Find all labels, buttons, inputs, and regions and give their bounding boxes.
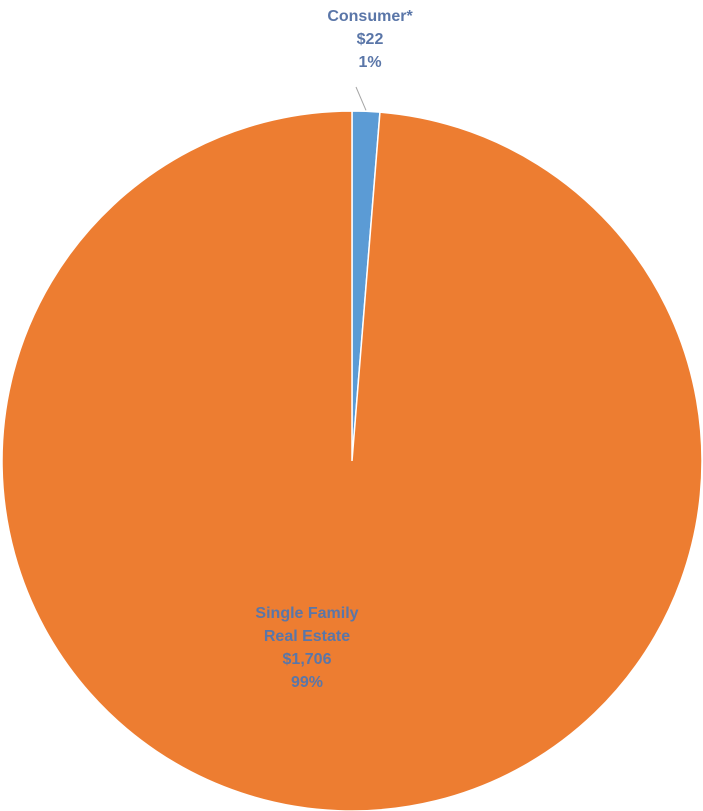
pie-slice-1 xyxy=(1,110,703,811)
slice-label-text: Consumer* xyxy=(327,8,413,25)
slice-percent-label: 99% xyxy=(291,674,323,691)
slice-label-0: Consumer* $22 1% xyxy=(327,8,413,71)
slice-value-label: $1,706 xyxy=(283,651,332,668)
leader-line xyxy=(355,86,367,111)
slice-label-text: Real Estate xyxy=(264,628,350,645)
slice-label-1: Single Family Real Estate $1,706 99% xyxy=(255,605,358,691)
slice-percent-label: 1% xyxy=(358,54,381,71)
slice-value-label: $22 xyxy=(357,31,384,48)
slice-label-text: Single Family xyxy=(255,605,358,622)
